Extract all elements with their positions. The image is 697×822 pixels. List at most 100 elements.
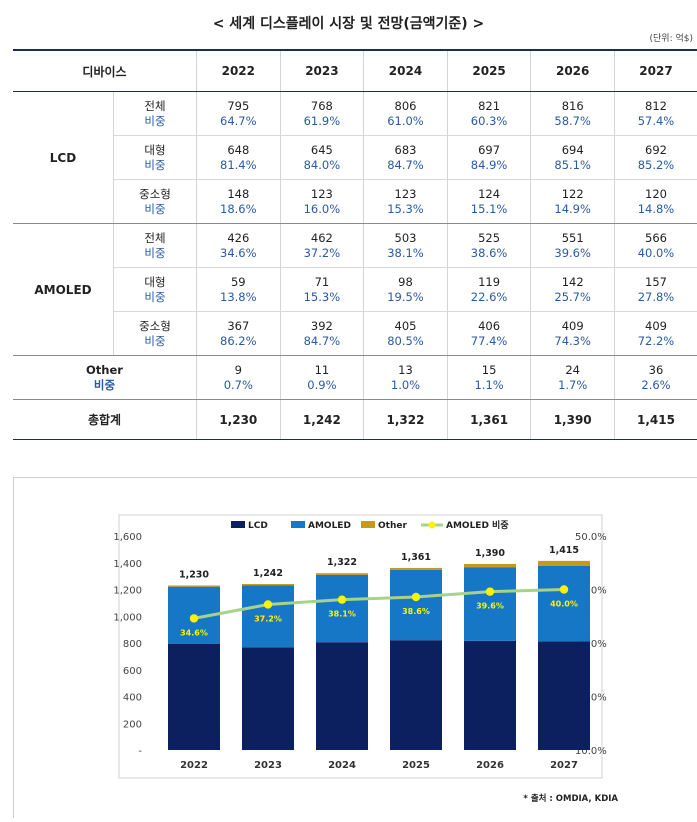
cell-value: 821 — [478, 98, 501, 113]
table-cell: 697 84.9% — [446, 135, 531, 180]
cell-share: 38.6% — [470, 245, 508, 260]
cell-value: 697 — [478, 142, 501, 157]
other-label-cell: Other 비중 — [13, 355, 197, 400]
year-header: 2026 — [530, 49, 615, 92]
table-cell: 821 60.3% — [446, 91, 531, 136]
cell-share: 60.3% — [470, 113, 508, 128]
row-label: 중소형 — [139, 318, 171, 333]
y2-tick-label: 30.0% — [575, 639, 607, 650]
share-label: 비중 — [144, 157, 166, 172]
cell-share: 15.3% — [303, 289, 341, 304]
y2-tick-label: 20.0% — [575, 693, 607, 704]
stacked-bar-chart: - 200 400 600 800 1,000 1,200 1,400 1,600 10.0% 20… — [113, 514, 618, 804]
table-cell: 98 19.5% — [363, 267, 448, 312]
cell-value: 462 — [310, 230, 333, 245]
x-tick-label: 2027 — [550, 760, 578, 771]
table-cell: 71 15.3% — [279, 267, 364, 312]
table-cell: 551 39.6% — [530, 223, 615, 268]
bar-segment-lcd — [538, 641, 590, 750]
y-tick-label: 200 — [123, 719, 142, 730]
cell-value: 123 — [310, 186, 333, 201]
table-cell: 462 37.2% — [279, 223, 364, 268]
cell-value: 409 — [645, 318, 667, 333]
cell-share: 25.7% — [554, 289, 591, 304]
bar-segment-amoled — [464, 567, 516, 641]
table-cell: 123 16.0% — [279, 179, 364, 224]
cell-value: 98 — [398, 274, 413, 289]
cell-share: 16.0% — [303, 201, 341, 216]
table-row: 대형 비중 648 81.4% 645 84.0% 683 84.7% 697 84.9% 694 8… — [13, 135, 697, 180]
year-header: 2024 — [363, 49, 448, 92]
table-cell: 683 84.7% — [363, 135, 448, 180]
table-cell: 120 14.8% — [613, 179, 697, 224]
cell-value: 119 — [478, 274, 501, 289]
other-share-label: 비중 — [93, 377, 116, 392]
cell-share: 19.5% — [387, 289, 424, 304]
y-tick-label: 1,600 — [113, 532, 142, 543]
cell-value: 694 — [561, 142, 584, 157]
y2-tick-label: 40.0% — [575, 586, 607, 597]
cell-value: 426 — [227, 230, 250, 245]
cell-value: 768 — [310, 98, 333, 113]
cell-share: 86.2% — [220, 333, 257, 348]
bar-segment-lcd — [316, 642, 368, 750]
total-data-label: 1,242 — [253, 568, 283, 579]
table-cell: 812 57.4% — [613, 91, 697, 136]
cell-share: 27.8% — [637, 289, 675, 304]
cell-share: 40.0% — [637, 245, 675, 260]
line-marker — [485, 587, 495, 596]
cell-share: 38.1% — [387, 245, 424, 260]
total-cell: 1,415 — [613, 399, 697, 440]
table-cell: 59 13.8% — [196, 267, 281, 312]
cell-share: 72.2% — [637, 333, 675, 348]
table-row: AMOLED 전체 비중 426 34.6% 462 37.2% 503 38.1% 525 38.… — [13, 223, 697, 356]
chart-container: - 200 400 600 800 1,000 1,200 1,400 1,600 10.0% 20… — [13, 477, 697, 818]
cell-value: 405 — [394, 318, 417, 333]
cell-value: 123 — [394, 186, 417, 201]
table-row: 중소형 비중 367 86.2% 392 84.7% 405 80.5% 406 77.4% 409… — [13, 311, 697, 356]
cell-value: 367 — [227, 318, 250, 333]
share-label: 비중 — [144, 289, 166, 304]
cell-value: 551 — [561, 230, 584, 245]
cell-value: 503 — [394, 230, 417, 245]
legend-label: AMOLED 비중 — [446, 519, 509, 531]
bar-segment-lcd — [390, 640, 442, 750]
row-label-cell: 중소형 비중 — [113, 311, 197, 356]
year-header: 2022 — [196, 49, 281, 92]
cell-value: 525 — [478, 230, 501, 245]
cell-value: 124 — [478, 186, 501, 201]
cell-value: 795 — [227, 98, 250, 113]
cell-share: 14.8% — [637, 201, 675, 216]
cell-value: 816 — [561, 98, 584, 113]
table-cell: 15 1.1% — [446, 355, 531, 400]
source-note: * 출처 : OMDIA, KDIA — [523, 793, 618, 804]
y-tick-label: 1,400 — [113, 559, 142, 570]
cell-share: 77.4% — [470, 333, 508, 348]
table-cell: 148 18.6% — [196, 179, 281, 224]
row-label-cell: 대형 비중 — [113, 267, 197, 312]
cell-share: 13.8% — [220, 289, 257, 304]
table-cell: 692 85.2% — [613, 135, 697, 180]
table-cell: 24 1.7% — [530, 355, 615, 400]
bar-segment-lcd — [464, 640, 516, 750]
row-label: 대형 — [144, 274, 166, 289]
table-cell: 409 72.2% — [613, 311, 697, 356]
table-cell: 157 27.8% — [613, 267, 697, 312]
cell-share: 15.3% — [387, 201, 424, 216]
table-cell: 11 0.9% — [279, 355, 364, 400]
table-row: 대형 비중 59 13.8% 71 15.3% 98 19.5% 119 22.6% 142 25.7… — [13, 267, 697, 312]
cell-value: 59 — [230, 274, 246, 289]
table-cell: 503 38.1% — [363, 223, 448, 268]
line-data-label: 39.6% — [476, 602, 504, 611]
legend-label: LCD — [248, 521, 268, 531]
row-label: 대형 — [144, 142, 166, 157]
other-label: Other — [86, 362, 123, 377]
table-cell: 119 22.6% — [446, 267, 531, 312]
share-label: 비중 — [144, 245, 166, 260]
table-cell: 816 58.7% — [530, 91, 615, 136]
bar-segment-other — [390, 567, 442, 570]
y-tick-label: 1,000 — [113, 612, 142, 623]
y-tick-label: - — [138, 746, 142, 757]
cell-value: 692 — [645, 142, 667, 157]
bar-segment-other — [242, 584, 294, 586]
